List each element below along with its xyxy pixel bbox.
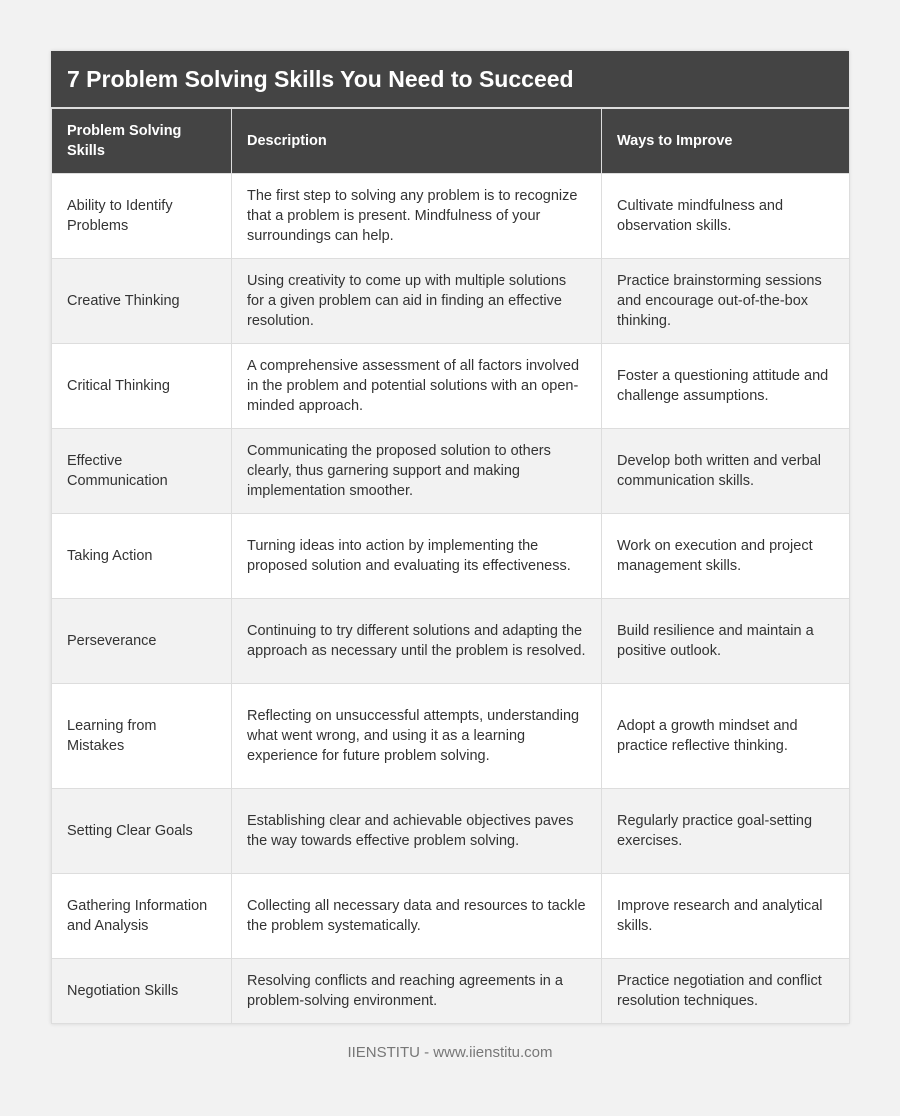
- skill-cell: Critical Thinking: [51, 343, 232, 429]
- description-cell: Continuing to try different solutions an…: [231, 598, 602, 684]
- table-row: Ability to Identify Problems The first st…: [51, 173, 850, 259]
- skill-cell: Learning from Mistakes: [51, 683, 232, 789]
- improve-cell: Foster a questioning attitude and challe…: [601, 343, 850, 429]
- skills-table-card: 7 Problem Solving Skills You Need to Suc…: [51, 51, 850, 1024]
- header-row: Problem Solving Skills Description Ways …: [51, 108, 850, 174]
- description-cell: Communicating the proposed solution to o…: [231, 428, 602, 514]
- table-row: Negotiation Skills Resolving conflicts an…: [51, 958, 850, 1024]
- description-cell: Using creativity to come up with multipl…: [231, 258, 602, 344]
- skill-cell: Effective Communication: [51, 428, 232, 514]
- header-ways-to-improve: Ways to Improve: [601, 108, 850, 174]
- table-row: Learning from Mistakes Reflecting on unsu…: [51, 683, 850, 789]
- improve-cell: Practice negotiation and conflict resolu…: [601, 958, 850, 1024]
- description-cell: The first step to solving any problem is…: [231, 173, 602, 259]
- table-row: Critical Thinking A comprehensive assessm…: [51, 343, 850, 429]
- table-row: Creative Thinking Using creativity to com…: [51, 258, 850, 344]
- table-row: Taking Action Turning ideas into action b…: [51, 513, 850, 599]
- improve-cell: Develop both written and verbal communic…: [601, 428, 850, 514]
- improve-cell: Adopt a growth mindset and practice refl…: [601, 683, 850, 789]
- skill-cell: Negotiation Skills: [51, 958, 232, 1024]
- description-cell: Reflecting on unsuccessful attempts, und…: [231, 683, 602, 789]
- header-skill: Problem Solving Skills: [51, 108, 232, 174]
- skill-cell: Creative Thinking: [51, 258, 232, 344]
- footer-credit: IIENSTITU - www.iienstitu.com: [347, 1044, 553, 1061]
- improve-cell: Build resilience and maintain a positive…: [601, 598, 850, 684]
- description-cell: Collecting all necessary data and resour…: [231, 873, 602, 959]
- table-title: 7 Problem Solving Skills You Need to Suc…: [51, 51, 849, 108]
- table-row: Setting Clear Goals Establishing clear an…: [51, 788, 850, 874]
- skill-cell: Perseverance: [51, 598, 232, 684]
- table-row: Gathering Information and Analysis Collec…: [51, 873, 850, 959]
- skill-cell: Setting Clear Goals: [51, 788, 232, 874]
- skill-cell: Taking Action: [51, 513, 232, 599]
- improve-cell: Work on execution and project management…: [601, 513, 850, 599]
- table-row: Perseverance Continuing to try different …: [51, 598, 850, 684]
- table-row: Effective Communication Communicating the…: [51, 428, 850, 514]
- improve-cell: Cultivate mindfulness and observation sk…: [601, 173, 850, 259]
- improve-cell: Improve research and analytical skills.: [601, 873, 850, 959]
- description-cell: Turning ideas into action by implementin…: [231, 513, 602, 599]
- description-cell: A comprehensive assessment of all factor…: [231, 343, 602, 429]
- description-cell: Resolving conflicts and reaching agreeme…: [231, 958, 602, 1024]
- header-description: Description: [231, 108, 602, 174]
- skills-table: Problem Solving Skills Description Ways …: [51, 108, 850, 1024]
- description-cell: Establishing clear and achievable object…: [231, 788, 602, 874]
- improve-cell: Practice brainstorming sessions and enco…: [601, 258, 850, 344]
- skill-cell: Gathering Information and Analysis: [51, 873, 232, 959]
- improve-cell: Regularly practice goal-setting exercise…: [601, 788, 850, 874]
- skill-cell: Ability to Identify Problems: [51, 173, 232, 259]
